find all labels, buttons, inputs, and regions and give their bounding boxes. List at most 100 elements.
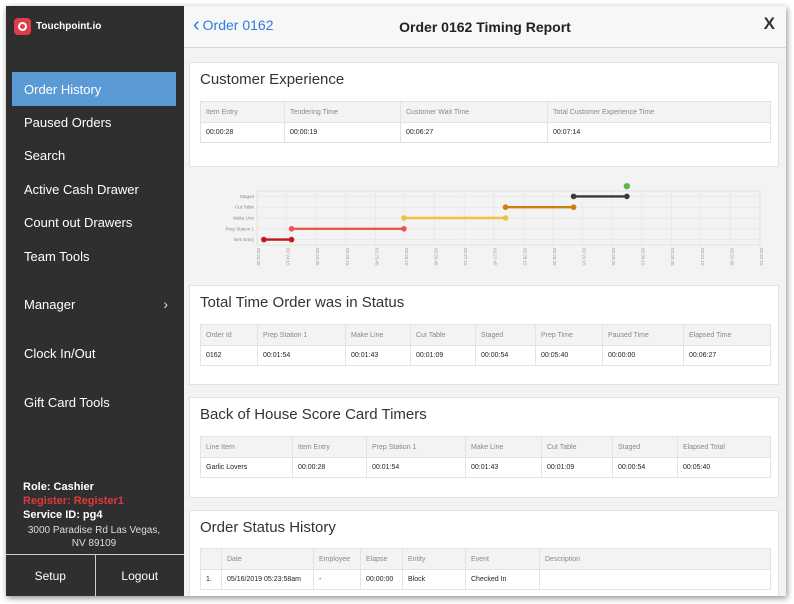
store-address: 3000 Paradise Rd Las Vegas, NV 89109 — [12, 524, 176, 550]
series-point-end — [401, 226, 407, 232]
register-label: Register: Register1 — [23, 495, 124, 507]
column-header: Item Entry — [292, 436, 367, 458]
sidebar-item-gift-card-tools[interactable]: Gift Card Tools — [12, 385, 176, 419]
sidebar-item-label: Search — [24, 147, 66, 163]
report-content: Customer Experience Item Entry Tendering… — [184, 49, 786, 596]
service-id-label: Service ID: pg4 — [23, 509, 103, 521]
back-label: Order 0162 — [202, 17, 274, 33]
column-header: Staged — [475, 324, 536, 346]
table-cell: Checked In — [465, 569, 540, 590]
sidebar-item-label: Team Tools — [24, 248, 90, 264]
sidebar-item-active-cash-drawer[interactable]: Active Cash Drawer — [12, 172, 176, 206]
customer-experience-card: Customer Experience Item Entry Tendering… — [189, 62, 779, 167]
x-tick-label: 02:31:45 — [729, 248, 734, 266]
column-header: Employee — [313, 548, 361, 570]
table-cell: - — [313, 569, 361, 590]
x-tick-label: 02:30:15 — [641, 248, 646, 266]
brand-name: Touchpoint.io — [36, 20, 102, 32]
sidebar-item-label: Active Cash Drawer — [24, 181, 139, 197]
setup-button[interactable]: Setup — [34, 568, 66, 583]
x-tick-label: 02:23:45 — [256, 248, 261, 266]
sidebar-item-label: Gift Card Tools — [24, 394, 110, 410]
status-history-table: Date Employee Elapse Entity Event Descri… — [200, 548, 771, 590]
sidebar-item-search[interactable]: Search — [12, 138, 176, 172]
column-header: Elapsed Total — [677, 436, 771, 458]
role-label: Role: Cashier — [23, 481, 94, 493]
column-header: Event — [465, 548, 540, 570]
column-header: Elapse — [360, 548, 403, 570]
x-tick-label: 02:25:45 — [374, 248, 379, 266]
x-tick-label: 02:31:15 — [700, 248, 705, 266]
column-header: Staged — [612, 436, 678, 458]
timing-chart: 02:23:45 02:24:15 02:24:45 02:25:15 02:25:45… — [189, 175, 779, 277]
series-point-start — [502, 204, 509, 210]
address-line-2: NV 89109 — [71, 538, 117, 549]
table-cell: 00:06:27 — [683, 345, 771, 366]
y-tick-label: Item Entry — [233, 237, 254, 242]
customer-experience-table: Item Entry Tendering Time Customer Wait … — [200, 101, 771, 143]
logout-button[interactable]: Logout — [94, 555, 185, 596]
back-button[interactable]: ‹ Order 0162 — [193, 15, 274, 35]
y-tick-label: Make Line — [233, 216, 254, 221]
status-history-card: Order Status History Date Employee Elaps… — [189, 510, 779, 596]
series-point-end — [570, 204, 577, 210]
table-cell: 05/16/2019 05:23:58am — [221, 569, 314, 590]
section-title: Total Time Order was in Status — [200, 294, 405, 311]
sidebar-item-manager[interactable]: Manager › — [12, 287, 176, 321]
table-cell: 00:05:40 — [677, 457, 771, 478]
sidebar-footer: Setup Logout — [6, 554, 184, 596]
column-header: Order Id — [200, 324, 258, 346]
sidebar-item-clock-in-out[interactable]: Clock In/Out — [12, 336, 176, 370]
x-tick-label: 02:27:15 — [463, 248, 468, 266]
table-cell: 00:05:40 — [535, 345, 603, 366]
column-header: Make Line — [345, 324, 411, 346]
x-tick-label: 02:24:15 — [286, 248, 291, 266]
section-title: Order Status History — [200, 519, 336, 536]
close-button[interactable]: X — [763, 14, 775, 33]
column-header: Description — [539, 548, 771, 570]
sidebar-item-count-out-drawers[interactable]: Count out Drawers — [12, 205, 176, 239]
column-header: Cut Table — [541, 436, 613, 458]
x-tick-label: 02:26:45 — [434, 248, 439, 266]
chevron-right-icon: › — [163, 296, 168, 312]
column-header: Elapsed Time — [683, 324, 771, 346]
y-tick-label: Prep Station 1 — [225, 226, 254, 231]
table-row: Garlic Lovers 00:00:28 00:01:54 00:01:43… — [200, 457, 771, 478]
table-header-row: Date Employee Elapse Entity Event Descri… — [200, 548, 771, 570]
sidebar-item-order-history[interactable]: Order History — [12, 72, 176, 106]
series-point-start — [570, 193, 577, 200]
column-header: Entity — [402, 548, 466, 570]
column-header: Tendering Time — [284, 101, 401, 123]
column-header: Customer Wait Time — [400, 101, 548, 123]
column-header: Cut Table — [410, 324, 476, 346]
sidebar-item-label: Count out Drawers — [24, 214, 133, 230]
y-tick-label: Cut Table — [235, 205, 254, 210]
sidebar-item-label: Paused Orders — [24, 114, 112, 130]
section-title: Customer Experience — [200, 71, 345, 88]
table-row: 0162 00:01:54 00:01:43 00:01:09 00:00:54… — [200, 345, 771, 366]
x-tick-label: 02:26:15 — [404, 248, 409, 266]
x-tick-label: 02:29:45 — [611, 248, 616, 266]
table-row: 1. 05/16/2019 05:23:58am - 00:00:00 Bloc… — [200, 569, 771, 590]
table-cell — [539, 569, 771, 590]
table-cell: 00:01:09 — [541, 457, 613, 478]
series-point-start — [288, 226, 295, 232]
column-header: Date — [221, 548, 314, 570]
status-totals-card: Total Time Order was in Status Order Id … — [189, 285, 779, 385]
table-cell: Garlic Lovers — [200, 457, 293, 478]
series-point-start — [401, 215, 407, 221]
sidebar-item-team-tools[interactable]: Team Tools — [12, 239, 176, 273]
table-cell: 1. — [200, 569, 222, 590]
table-cell: 00:00:28 — [292, 457, 367, 478]
y-tick-label: Staged — [240, 194, 255, 199]
boh-timers-table: Line Item Item Entry Prep Station 1 Make… — [200, 436, 771, 478]
series-point-start — [261, 236, 267, 243]
header: ‹ Order 0162 Order 0162 Timing Report X — [184, 6, 786, 48]
series-point-marker — [623, 182, 631, 190]
series-point-end — [502, 215, 509, 221]
address-line-1: 3000 Paradise Rd Las Vegas, — [27, 525, 161, 536]
table-cell: 00:07:14 — [547, 122, 771, 143]
table-cell: 00:01:43 — [345, 345, 411, 366]
x-tick-label: 02:25:15 — [345, 248, 350, 266]
sidebar-item-paused-orders[interactable]: Paused Orders — [12, 105, 176, 139]
